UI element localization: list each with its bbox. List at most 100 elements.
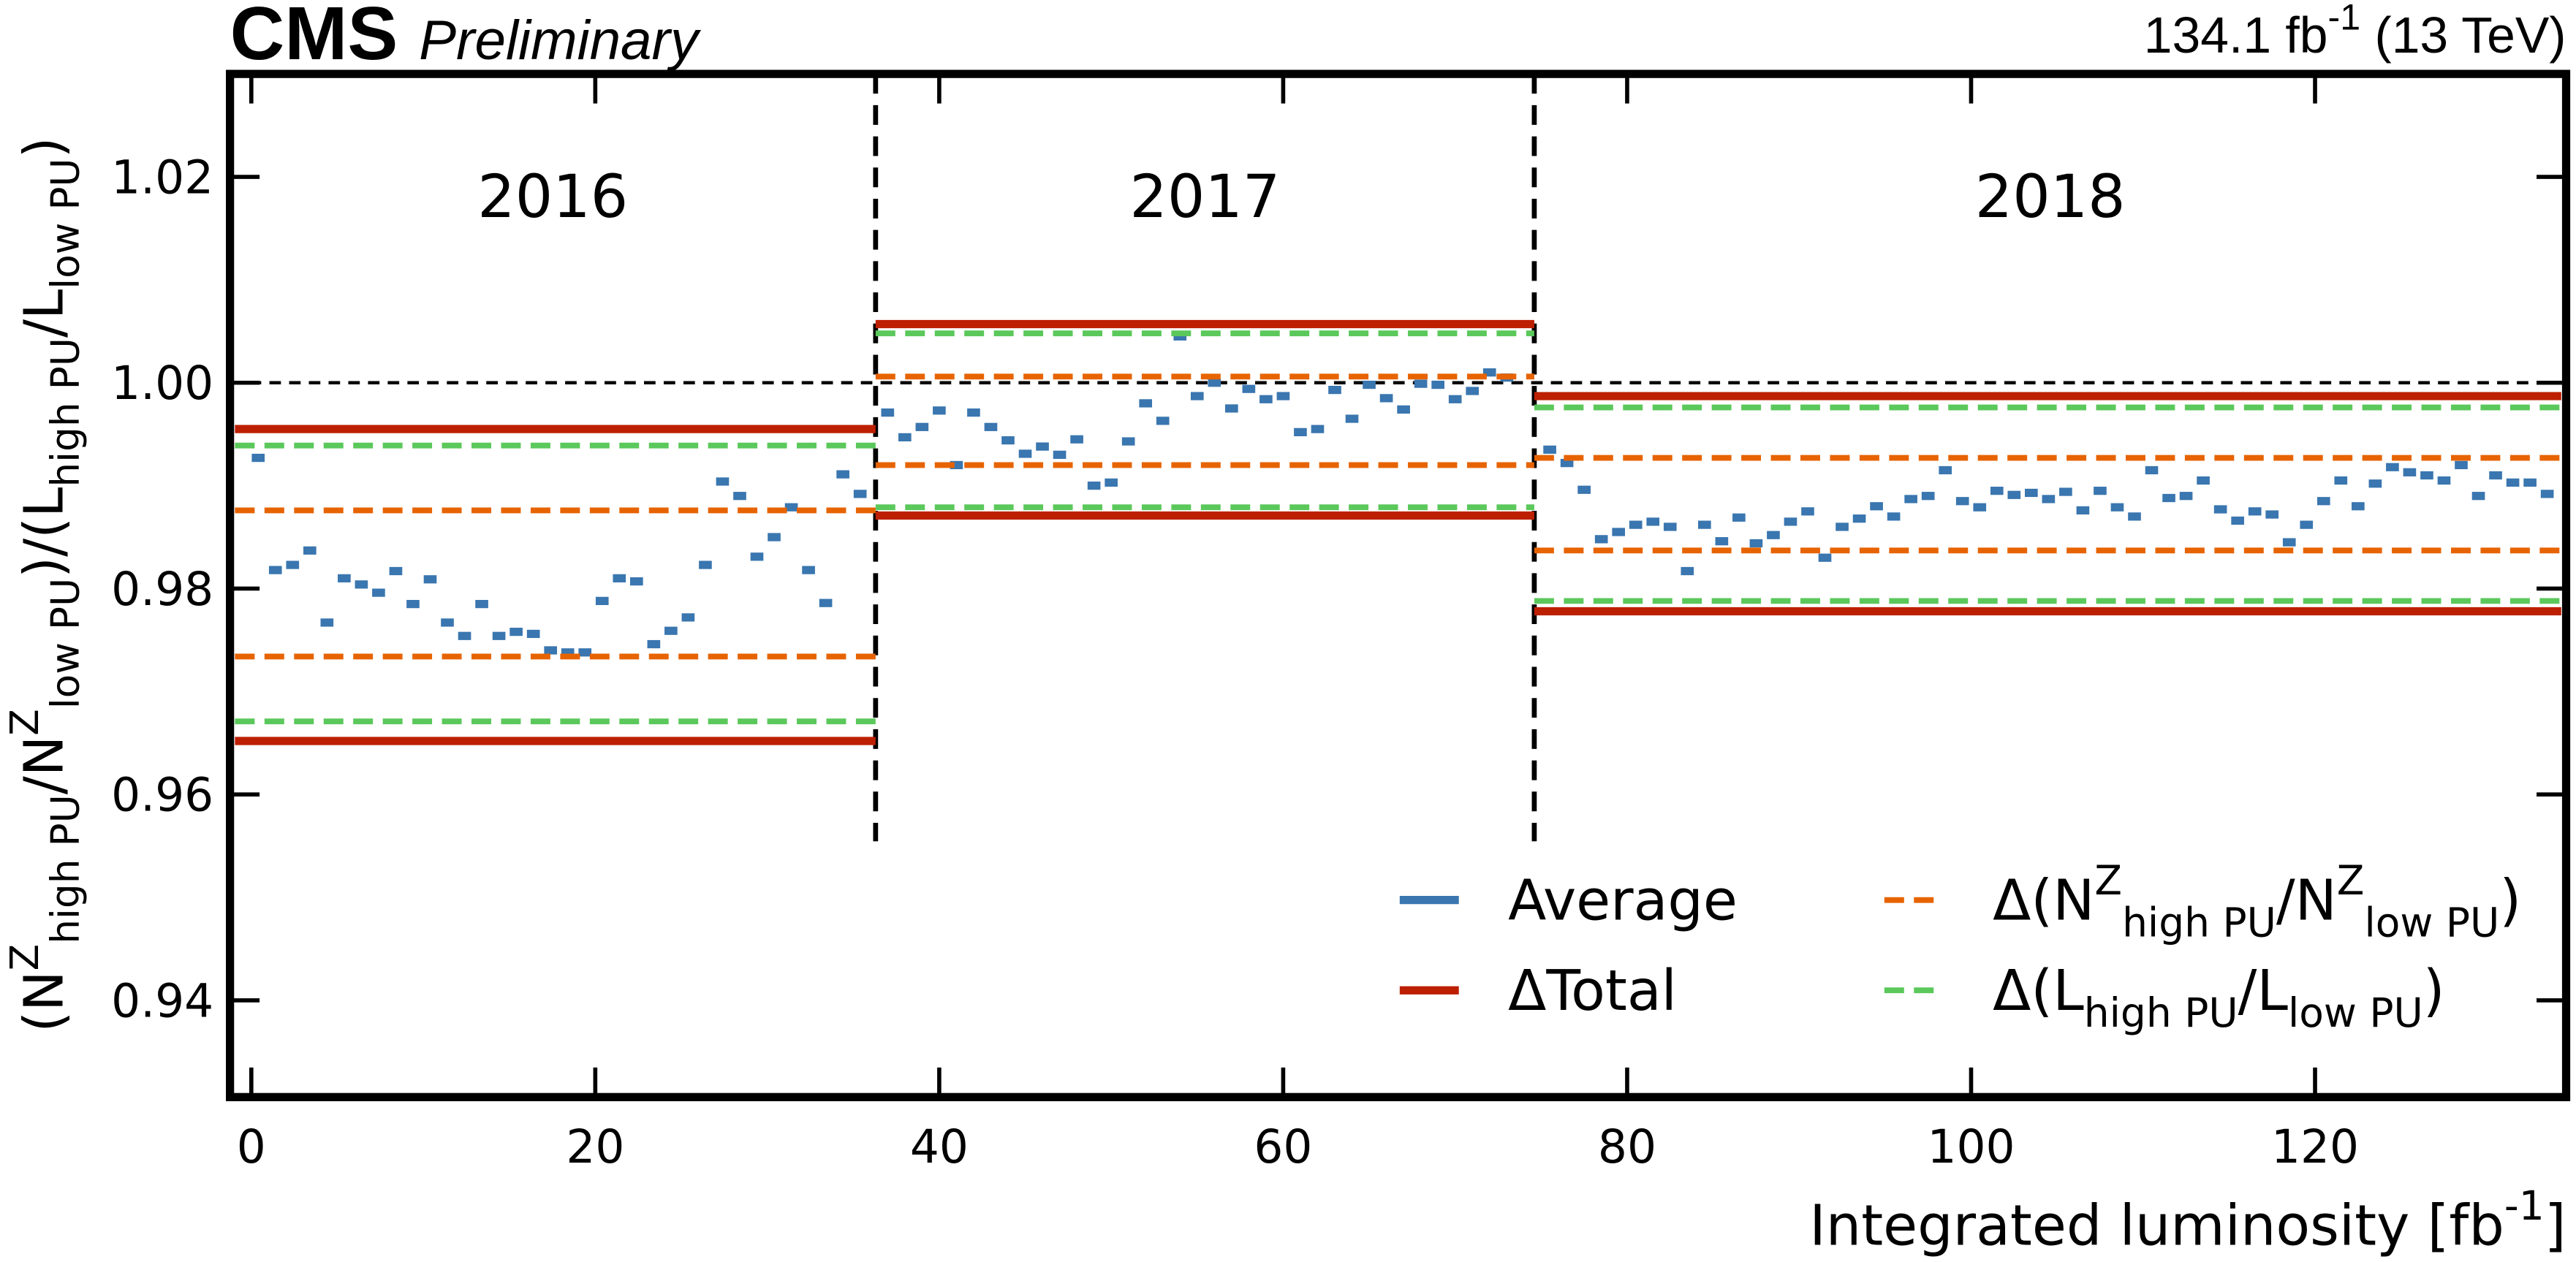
average-marker (2179, 492, 2193, 501)
average-marker (1870, 502, 1883, 511)
average-marker (768, 533, 781, 541)
average-marker (967, 408, 980, 417)
average-marker (1431, 380, 1444, 389)
y-tick-label: 1.00 (111, 357, 213, 410)
average-marker (1836, 522, 1849, 531)
y-tick-label: 1.02 (111, 151, 213, 205)
average-marker (578, 648, 592, 657)
average-marker (819, 598, 833, 607)
average-marker (355, 580, 368, 589)
average-marker (1594, 535, 1608, 544)
average-marker (2300, 520, 2314, 529)
average-marker (1259, 395, 1273, 403)
average-marker (492, 631, 506, 640)
average-marker (629, 577, 643, 586)
average-marker (750, 552, 764, 561)
average-marker (647, 639, 661, 649)
average-marker (1018, 449, 1032, 458)
average-marker (2386, 463, 2399, 471)
average-marker (664, 626, 678, 635)
legend-label: Δ(Lhigh PU/Llow PU) (1993, 959, 2444, 1036)
average-marker (1328, 385, 1341, 395)
average-marker (2248, 507, 2262, 516)
average-marker (681, 613, 695, 622)
average-marker (2471, 492, 2485, 501)
average-marker (1715, 537, 1729, 546)
average-marker (1543, 445, 1556, 454)
average-marker (2110, 503, 2124, 512)
average-marker (1121, 437, 1135, 446)
average-marker (1070, 435, 1083, 444)
status-label: Preliminary (419, 9, 702, 72)
average-marker (853, 490, 867, 498)
average-marker (1105, 478, 1118, 487)
average-marker (2506, 478, 2520, 487)
x-tick-label: 120 (2271, 1120, 2359, 1174)
x-axis-title: Integrated luminosity [fb-1] (1809, 1182, 2566, 1258)
average-marker (2145, 465, 2159, 475)
x-tick-label: 40 (910, 1120, 969, 1174)
average-marker (1466, 387, 1480, 395)
average-marker (2523, 478, 2537, 487)
x-tick-label: 80 (1598, 1120, 1656, 1174)
period-label: 2018 (1975, 163, 2126, 232)
x-tick-label: 100 (1927, 1120, 2015, 1174)
average-marker (1311, 425, 1325, 433)
average-marker (1156, 417, 1170, 425)
average-marker (1053, 450, 1067, 459)
average-marker (2059, 487, 2072, 496)
average-marker (2007, 490, 2021, 499)
legend-label: Δ(NZhigh PU/NZlow PU) (1993, 857, 2521, 946)
average-marker (1397, 405, 1410, 414)
average-marker (1887, 512, 1901, 521)
average-marker (1294, 427, 1307, 436)
average-marker (1939, 465, 1952, 475)
average-marker (1190, 392, 1204, 400)
average-marker (2094, 487, 2107, 495)
average-marker (1225, 404, 1238, 413)
average-marker (1345, 414, 1359, 423)
x-tick-label: 60 (1254, 1120, 1312, 1174)
y-tick-label: 0.96 (111, 769, 213, 822)
period-label: 2016 (477, 163, 628, 232)
average-marker (1852, 514, 1866, 523)
average-marker (1681, 566, 1694, 576)
average-marker (836, 470, 849, 479)
average-marker (1577, 485, 1591, 494)
y-tick-label: 0.94 (111, 974, 213, 1027)
average-marker (561, 648, 575, 657)
average-marker (1921, 492, 1935, 501)
average-marker (2282, 538, 2296, 547)
average-marker (2540, 490, 2554, 498)
average-marker (2368, 479, 2382, 488)
average-marker (1698, 520, 1711, 529)
average-marker (2437, 476, 2451, 485)
average-marker (526, 629, 540, 639)
average-marker (2197, 476, 2210, 485)
average-marker (2420, 471, 2433, 480)
average-marker (2316, 497, 2330, 506)
legend-label: Average (1508, 869, 1738, 934)
average-marker (320, 618, 334, 627)
average-marker (544, 646, 558, 655)
average-marker (251, 453, 265, 463)
average-marker (2128, 512, 2141, 521)
average-marker (372, 588, 385, 597)
average-marker (699, 560, 712, 569)
average-marker (2403, 468, 2417, 476)
average-marker (2042, 495, 2056, 503)
average-marker (1663, 522, 1677, 531)
average-marker (338, 574, 351, 583)
average-marker (784, 503, 798, 512)
average-marker (1036, 442, 1049, 451)
average-marker (1612, 528, 1626, 536)
average-marker (286, 560, 300, 569)
y-tick-label: 0.98 (111, 563, 213, 616)
average-marker (2352, 502, 2365, 511)
average-marker (1955, 497, 1969, 506)
average-marker (2489, 471, 2502, 480)
average-marker (1560, 459, 1574, 468)
period-label: 2017 (1129, 163, 1280, 232)
